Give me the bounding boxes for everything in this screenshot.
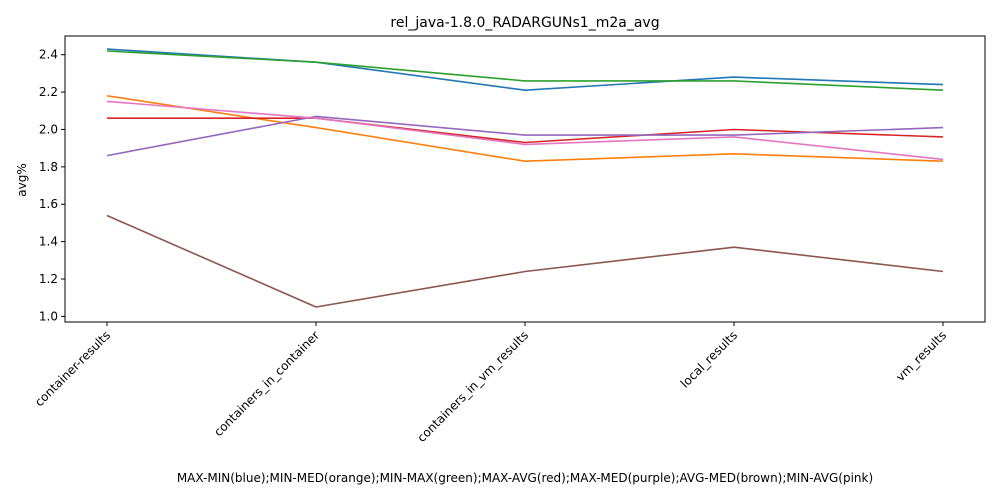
y-tick-label: 1.2 bbox=[39, 272, 58, 286]
x-tick-label: vm_results bbox=[893, 328, 949, 384]
x-tick-label: containers_in_container bbox=[211, 328, 322, 439]
series-lines bbox=[106, 48, 944, 308]
y-tick-label: 1.0 bbox=[39, 309, 58, 323]
x-tick-label: container-results bbox=[32, 328, 113, 409]
series-line-3 bbox=[107, 117, 944, 144]
y-tick-label: 2.0 bbox=[39, 122, 58, 136]
plot-frame bbox=[64, 35, 986, 323]
y-tick-label: 1.6 bbox=[39, 197, 58, 211]
y-tick-label: 1.8 bbox=[39, 160, 58, 174]
axes: 1.0 1.2 1.4 1.6 1.8 2.0 2.2 2.4 container-result… bbox=[32, 35, 986, 445]
series-line-4 bbox=[106, 115, 944, 157]
series-line-6 bbox=[106, 100, 944, 161]
y-tick-label: 1.4 bbox=[39, 235, 58, 249]
y-axis-label: avg% bbox=[15, 163, 29, 196]
x-tick-label: containers_in_vm_results bbox=[414, 328, 531, 445]
x-axis-label: MAX-MIN(blue);MIN-MED(orange);MIN-MAX(gr… bbox=[177, 471, 873, 485]
chart-title: rel_java-1.8.0_RADARGUNs1_m2a_avg bbox=[390, 15, 659, 31]
series-line-1 bbox=[106, 95, 944, 162]
series-line-2 bbox=[106, 50, 944, 91]
x-tick-label: local_results bbox=[678, 328, 740, 390]
y-tick-label: 2.2 bbox=[39, 85, 58, 99]
series-line-5 bbox=[106, 214, 944, 308]
y-tick-label: 2.4 bbox=[39, 48, 58, 62]
